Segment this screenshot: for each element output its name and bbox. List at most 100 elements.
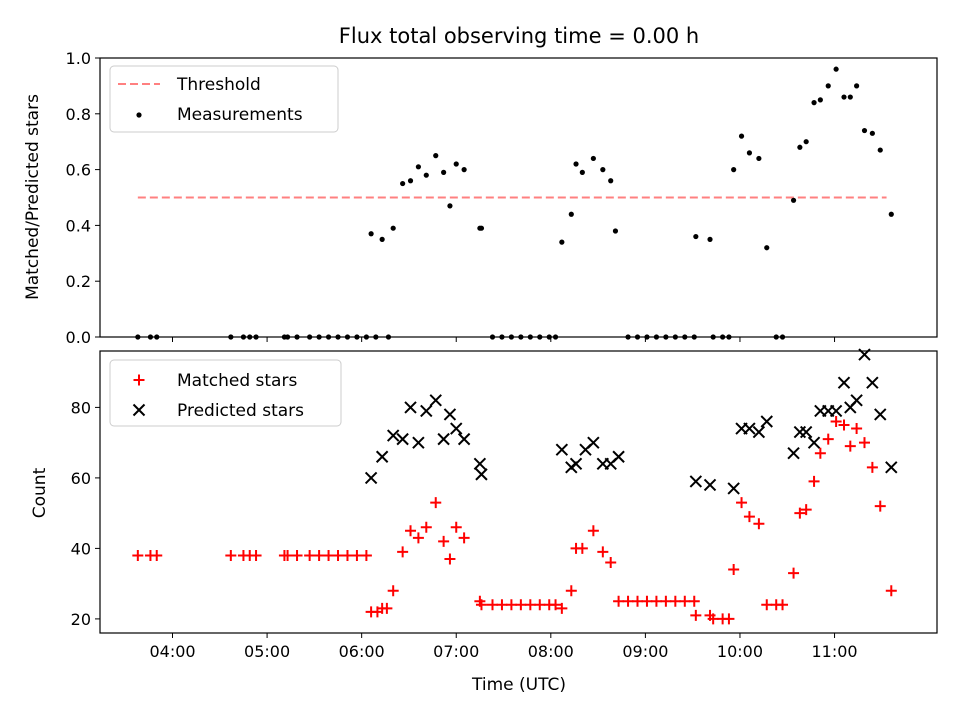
measurement-point: [354, 334, 360, 340]
predicted-star-point: [703, 478, 717, 492]
measurement-point: [400, 180, 406, 187]
x-tick-label: 09:00: [622, 642, 668, 661]
measurement-point: [854, 83, 860, 89]
matched-star-point: [690, 609, 702, 621]
measurement-point: [710, 334, 716, 340]
predicted-star-point: [689, 475, 703, 488]
predicted-star-point: [364, 471, 378, 485]
matched-star-point: [430, 497, 442, 509]
matched-star-point: [723, 613, 735, 625]
x-tick-label: 05:00: [244, 642, 290, 661]
legend-predicted-label: Predicted stars: [177, 401, 304, 421]
matched-star-point: [576, 542, 588, 554]
predicted-star-point: [457, 432, 471, 446]
matched-star-point: [794, 507, 806, 519]
matched-star-point: [650, 595, 662, 607]
x-tick-label: 06:00: [339, 642, 385, 661]
matched-star-point: [351, 549, 363, 561]
count-y-label: Count: [30, 467, 50, 518]
measurement-point: [147, 334, 154, 340]
measurement-point: [573, 161, 579, 167]
count-y-tick-label: 60: [71, 469, 91, 488]
measurement-point: [756, 155, 762, 162]
predicted-star-point: [450, 422, 463, 435]
matched-star-point: [885, 585, 897, 597]
measurement-point: [552, 334, 559, 340]
legend-predicted-swatch: [132, 403, 146, 417]
matched-star-point: [515, 599, 527, 611]
matched-star-point: [587, 525, 599, 537]
matched-star-point: [874, 500, 886, 512]
matched-star-point: [728, 564, 740, 576]
matched-star-point: [450, 521, 462, 533]
measurement-point: [546, 334, 552, 340]
predicted-star-point: [866, 376, 879, 389]
matched-star-point: [597, 546, 609, 558]
predicted-star-point: [587, 436, 600, 449]
matched-star-point: [505, 599, 517, 611]
count-y-tick-label: 40: [71, 539, 91, 558]
matched-star-point: [632, 595, 644, 607]
measurement-point: [877, 147, 883, 153]
measurement-point: [691, 334, 697, 340]
measurement-point: [478, 225, 485, 231]
matched-star-point: [743, 511, 755, 523]
ratio-y-tick-label: 0.2: [66, 272, 91, 291]
predicted-star-point: [837, 376, 851, 389]
measurement-point: [154, 334, 160, 340]
matched-star-point: [291, 549, 303, 561]
measurement-point: [634, 334, 641, 340]
chart-title: Flux total observing time = 0.00 h: [339, 24, 699, 48]
measurement-point: [797, 144, 803, 150]
matched-star-point: [360, 549, 372, 561]
measurement-point: [135, 334, 141, 340]
predicted-star-point: [829, 404, 843, 418]
matched-star-point: [808, 475, 820, 487]
measurement-point: [390, 225, 396, 231]
matched-star-point: [486, 599, 498, 611]
measurement-point: [720, 334, 726, 340]
matched-star-point: [405, 525, 417, 537]
measurement-point: [869, 130, 875, 136]
matched-star-point: [858, 437, 870, 449]
measurement-point: [731, 167, 737, 173]
matched-star-point: [565, 585, 577, 597]
measurement-point: [579, 169, 585, 175]
measurement-point: [825, 83, 831, 89]
measurement-point: [253, 334, 259, 340]
x-tick-label: 11:00: [811, 642, 857, 661]
x-tick-label: 08:00: [528, 642, 574, 661]
matched-star-point: [458, 532, 470, 544]
measurement-point: [441, 169, 447, 175]
measurement-point: [228, 334, 234, 340]
matched-star-point: [814, 447, 826, 459]
matched-star-point: [788, 567, 800, 579]
matched-star-point: [496, 599, 508, 611]
measurement-point: [817, 97, 823, 103]
predicted-star-point: [850, 394, 863, 407]
ratio-y-tick-label: 0.6: [66, 161, 91, 180]
predicted-star-point: [807, 436, 821, 449]
measurement-point: [284, 334, 291, 340]
matched-star-point: [381, 602, 393, 614]
predicted-star-point: [743, 422, 756, 435]
measurement-point: [368, 231, 374, 237]
measurement-point: [625, 334, 631, 340]
matched-star-point: [844, 440, 856, 452]
matched-star-point: [444, 553, 456, 565]
ratio-y-tick-label: 0.4: [66, 216, 91, 235]
measurement-point: [489, 334, 496, 340]
predicted-star-point: [760, 415, 773, 428]
ratio-y-tick-label: 0.0: [66, 328, 91, 347]
measurement-point: [385, 334, 392, 340]
ratio-y-label: Matched/Predicted stars: [23, 94, 43, 300]
x-tick-label: 07:00: [433, 642, 479, 661]
measurement-point: [379, 236, 385, 242]
ratio-y-tick-label: 1.0: [66, 49, 91, 68]
predicted-star-point: [375, 450, 389, 463]
predicted-star-point: [874, 408, 887, 421]
measurement-point: [447, 203, 453, 209]
matched-star-point: [132, 549, 144, 561]
matched-star-point: [822, 433, 834, 445]
